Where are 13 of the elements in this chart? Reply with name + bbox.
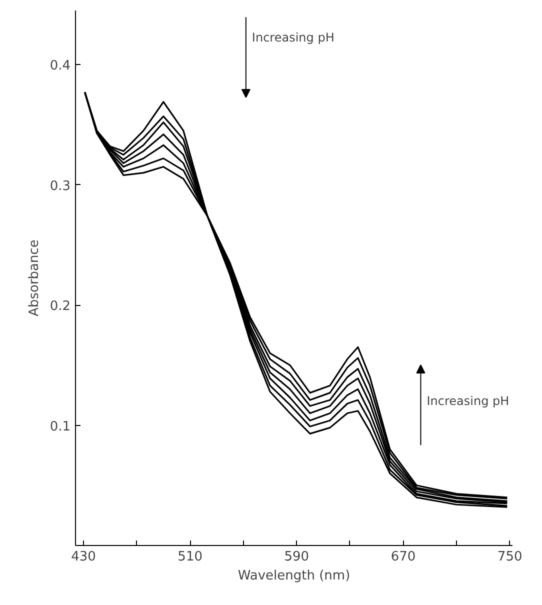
- x-axis-title: Wavelength (nm): [238, 568, 350, 584]
- x-tick-label: 670: [390, 550, 416, 564]
- x-tick-label: 510: [178, 550, 202, 564]
- y-tick-label: 0.1: [50, 419, 71, 434]
- annotation: Increasing pH: [426, 394, 510, 408]
- x-tick-label: 750: [497, 550, 522, 564]
- y-tick-label: 0.2: [50, 299, 71, 314]
- x-tick-label: 430: [71, 550, 96, 564]
- x-tick-label: 590: [284, 550, 310, 564]
- y-tick-label: 0.3: [50, 178, 71, 194]
- y-axis-title: Absorbance: [26, 240, 42, 316]
- y-tick-label: 0.4: [50, 58, 71, 74]
- annotation: Increasing pH: [252, 30, 334, 44]
